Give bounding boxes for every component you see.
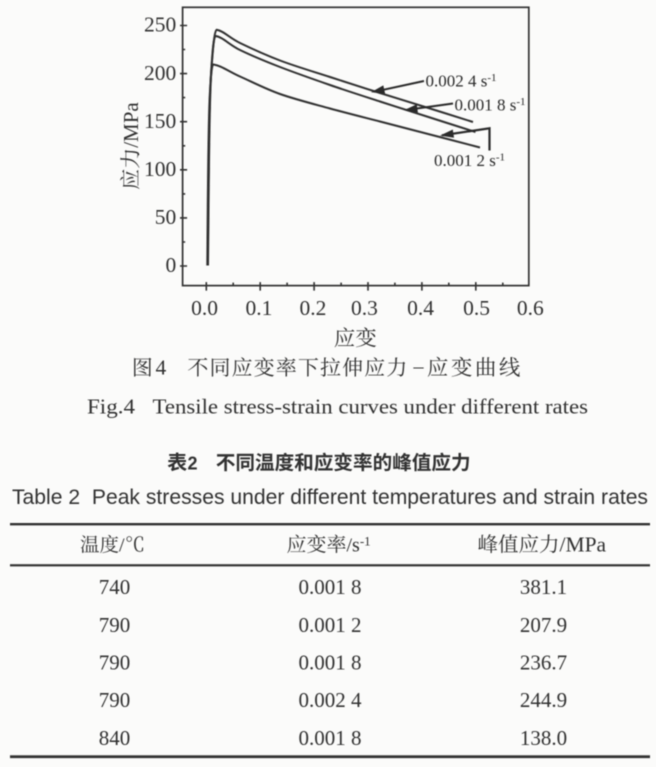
svg-text:0.3: 0.3 (351, 296, 378, 320)
svg-text:0.002 4: 0.002 4 (299, 688, 363, 712)
svg-text:790: 790 (99, 613, 131, 637)
svg-text:840: 840 (99, 726, 131, 750)
svg-text:0.001 2: 0.001 2 (299, 613, 362, 637)
svg-text:790: 790 (99, 651, 131, 675)
svg-text:0.001 8 s-1: 0.001 8 s-1 (455, 96, 526, 115)
svg-text:207.9: 207.9 (520, 613, 567, 637)
svg-text:100: 100 (144, 157, 176, 181)
svg-text:150: 150 (144, 109, 176, 133)
svg-text:0.4: 0.4 (407, 296, 434, 320)
svg-text:/MPa: /MPa (560, 533, 607, 557)
svg-text:250: 250 (144, 13, 176, 37)
svg-text:–: – (413, 356, 425, 378)
svg-text:0.001 8: 0.001 8 (299, 575, 362, 599)
svg-text:2: 2 (188, 454, 198, 474)
svg-text:Table 2 Peak stresses under d: Table 2 Peak stresses under different te… (12, 485, 648, 509)
svg-text:0.002 4 s-1: 0.002 4 s-1 (426, 72, 497, 91)
svg-text:0.5: 0.5 (463, 296, 490, 320)
svg-text:0.1: 0.1 (246, 296, 273, 320)
svg-text:50: 50 (155, 205, 177, 229)
svg-text:0.0: 0.0 (191, 296, 218, 320)
svg-text:0.001 2 s-1: 0.001 2 s-1 (434, 151, 505, 170)
svg-text:138.0: 138.0 (520, 726, 567, 750)
svg-text:0.2: 0.2 (299, 296, 326, 320)
svg-text:381.1: 381.1 (520, 575, 567, 599)
svg-text:4: 4 (156, 356, 167, 380)
svg-text:0: 0 (166, 253, 177, 277)
svg-text:740: 740 (99, 575, 131, 599)
svg-text:Tensile stress-strain curves u: Tensile stress-strain curves under diffe… (153, 395, 589, 419)
svg-text:244.9: 244.9 (520, 688, 567, 712)
svg-text:0.001 8: 0.001 8 (299, 726, 362, 750)
svg-text:/: / (119, 535, 125, 557)
svg-text:200: 200 (144, 61, 176, 85)
svg-text:0.001 8: 0.001 8 (299, 651, 362, 675)
svg-text:/MPa: /MPa (119, 102, 143, 148)
svg-text:790: 790 (99, 688, 131, 712)
svg-text:236.7: 236.7 (520, 651, 567, 675)
svg-text:0.6: 0.6 (517, 296, 544, 320)
svg-text:Fig.4: Fig.4 (87, 395, 135, 419)
